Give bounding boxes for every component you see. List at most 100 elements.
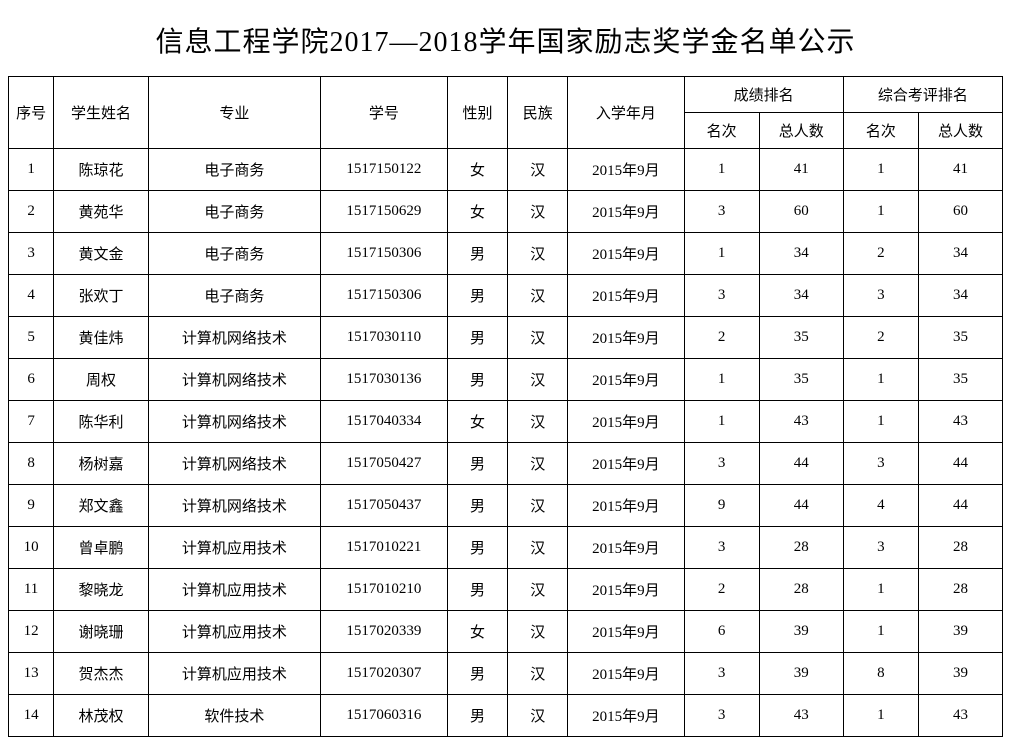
cell-major: 计算机网络技术 xyxy=(148,317,320,359)
cell-gender: 女 xyxy=(447,611,507,653)
cell-enroll: 2015年9月 xyxy=(568,695,684,737)
cell-enroll: 2015年9月 xyxy=(568,485,684,527)
cell-grade-total: 34 xyxy=(759,233,843,275)
cell-sid: 1517050427 xyxy=(320,443,447,485)
cell-name: 黄文金 xyxy=(54,233,149,275)
cell-gender: 男 xyxy=(447,485,507,527)
header-sid: 学号 xyxy=(320,77,447,149)
cell-major: 计算机网络技术 xyxy=(148,443,320,485)
cell-name: 周权 xyxy=(54,359,149,401)
cell-sid: 1517010221 xyxy=(320,527,447,569)
cell-name: 张欢丁 xyxy=(54,275,149,317)
cell-major: 电子商务 xyxy=(148,275,320,317)
cell-ethnicity: 汉 xyxy=(508,485,568,527)
header-grade-total: 总人数 xyxy=(759,113,843,149)
cell-grade-total: 43 xyxy=(759,695,843,737)
cell-eval-total: 43 xyxy=(919,401,1003,443)
cell-grade-total: 28 xyxy=(759,527,843,569)
cell-ethnicity: 汉 xyxy=(508,149,568,191)
cell-grade-rank: 1 xyxy=(684,233,759,275)
cell-ethnicity: 汉 xyxy=(508,191,568,233)
cell-enroll: 2015年9月 xyxy=(568,611,684,653)
cell-eval-total: 44 xyxy=(919,485,1003,527)
cell-major: 计算机网络技术 xyxy=(148,359,320,401)
cell-eval-total: 39 xyxy=(919,653,1003,695)
cell-sid: 1517050437 xyxy=(320,485,447,527)
cell-idx: 9 xyxy=(9,485,54,527)
cell-idx: 8 xyxy=(9,443,54,485)
cell-enroll: 2015年9月 xyxy=(568,443,684,485)
table-row: 9郑文鑫计算机网络技术1517050437男汉2015年9月944444 xyxy=(9,485,1003,527)
cell-grade-rank: 1 xyxy=(684,401,759,443)
cell-idx: 7 xyxy=(9,401,54,443)
cell-name: 贺杰杰 xyxy=(54,653,149,695)
table-row: 12谢晓珊计算机应用技术1517020339女汉2015年9月639139 xyxy=(9,611,1003,653)
cell-eval-total: 35 xyxy=(919,317,1003,359)
header-major: 专业 xyxy=(148,77,320,149)
cell-idx: 1 xyxy=(9,149,54,191)
cell-idx: 14 xyxy=(9,695,54,737)
cell-name: 林茂权 xyxy=(54,695,149,737)
cell-eval-rank: 1 xyxy=(843,401,918,443)
cell-enroll: 2015年9月 xyxy=(568,317,684,359)
cell-gender: 女 xyxy=(447,401,507,443)
header-ethnicity: 民族 xyxy=(508,77,568,149)
cell-major: 电子商务 xyxy=(148,233,320,275)
cell-major: 软件技术 xyxy=(148,695,320,737)
cell-eval-total: 44 xyxy=(919,443,1003,485)
cell-enroll: 2015年9月 xyxy=(568,401,684,443)
cell-eval-rank: 3 xyxy=(843,275,918,317)
cell-eval-rank: 4 xyxy=(843,485,918,527)
cell-enroll: 2015年9月 xyxy=(568,359,684,401)
cell-sid: 1517040334 xyxy=(320,401,447,443)
cell-major: 计算机应用技术 xyxy=(148,569,320,611)
table-row: 2黄苑华电子商务1517150629女汉2015年9月360160 xyxy=(9,191,1003,233)
cell-eval-total: 39 xyxy=(919,611,1003,653)
table-body: 1陈琼花电子商务1517150122女汉2015年9月1411412黄苑华电子商… xyxy=(9,149,1003,737)
cell-idx: 11 xyxy=(9,569,54,611)
table-row: 6周权计算机网络技术1517030136男汉2015年9月135135 xyxy=(9,359,1003,401)
table-row: 7陈华利计算机网络技术1517040334女汉2015年9月143143 xyxy=(9,401,1003,443)
cell-eval-rank: 2 xyxy=(843,317,918,359)
cell-enroll: 2015年9月 xyxy=(568,569,684,611)
cell-sid: 1517150122 xyxy=(320,149,447,191)
scholarship-table: 序号 学生姓名 专业 学号 性别 民族 入学年月 成绩排名 综合考评排名 名次 … xyxy=(8,76,1003,737)
cell-grade-rank: 3 xyxy=(684,443,759,485)
cell-major: 计算机应用技术 xyxy=(148,527,320,569)
cell-eval-rank: 2 xyxy=(843,233,918,275)
cell-ethnicity: 汉 xyxy=(508,275,568,317)
cell-sid: 1517030110 xyxy=(320,317,447,359)
table-header: 序号 学生姓名 专业 学号 性别 民族 入学年月 成绩排名 综合考评排名 名次 … xyxy=(9,77,1003,149)
cell-gender: 男 xyxy=(447,653,507,695)
cell-ethnicity: 汉 xyxy=(508,443,568,485)
cell-grade-total: 39 xyxy=(759,611,843,653)
cell-gender: 男 xyxy=(447,317,507,359)
cell-gender: 男 xyxy=(447,695,507,737)
header-name: 学生姓名 xyxy=(54,77,149,149)
cell-grade-total: 43 xyxy=(759,401,843,443)
cell-gender: 男 xyxy=(447,359,507,401)
cell-idx: 3 xyxy=(9,233,54,275)
cell-grade-rank: 1 xyxy=(684,149,759,191)
table-row: 3黄文金电子商务1517150306男汉2015年9月134234 xyxy=(9,233,1003,275)
cell-grade-total: 28 xyxy=(759,569,843,611)
cell-grade-total: 39 xyxy=(759,653,843,695)
cell-eval-rank: 1 xyxy=(843,611,918,653)
cell-idx: 2 xyxy=(9,191,54,233)
cell-enroll: 2015年9月 xyxy=(568,149,684,191)
cell-sid: 1517030136 xyxy=(320,359,447,401)
table-row: 5黄佳炜计算机网络技术1517030110男汉2015年9月235235 xyxy=(9,317,1003,359)
cell-gender: 男 xyxy=(447,443,507,485)
cell-grade-rank: 6 xyxy=(684,611,759,653)
header-grade-rank: 名次 xyxy=(684,113,759,149)
cell-idx: 10 xyxy=(9,527,54,569)
cell-name: 黎晓龙 xyxy=(54,569,149,611)
table-row: 8杨树嘉计算机网络技术1517050427男汉2015年9月344344 xyxy=(9,443,1003,485)
cell-sid: 1517060316 xyxy=(320,695,447,737)
cell-eval-rank: 3 xyxy=(843,527,918,569)
cell-ethnicity: 汉 xyxy=(508,611,568,653)
cell-grade-rank: 3 xyxy=(684,527,759,569)
cell-grade-total: 41 xyxy=(759,149,843,191)
cell-enroll: 2015年9月 xyxy=(568,527,684,569)
cell-ethnicity: 汉 xyxy=(508,695,568,737)
